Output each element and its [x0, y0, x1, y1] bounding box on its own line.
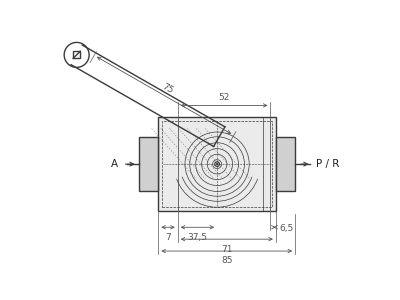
Bar [158, 117, 276, 211]
Bar [162, 121, 272, 207]
Text: 37,5: 37,5 [187, 232, 207, 242]
Bar [73, 51, 80, 58]
Bar [276, 137, 295, 191]
Text: P / R: P / R [316, 159, 339, 169]
Text: A: A [111, 159, 118, 169]
Text: 71: 71 [221, 244, 232, 253]
Text: 6,5: 6,5 [279, 224, 293, 233]
Text: 75: 75 [160, 82, 175, 96]
Circle shape [216, 163, 218, 165]
Text: 85: 85 [221, 256, 232, 266]
Bar [139, 137, 158, 191]
Text: 7: 7 [165, 232, 171, 242]
Text: 52: 52 [218, 93, 230, 102]
